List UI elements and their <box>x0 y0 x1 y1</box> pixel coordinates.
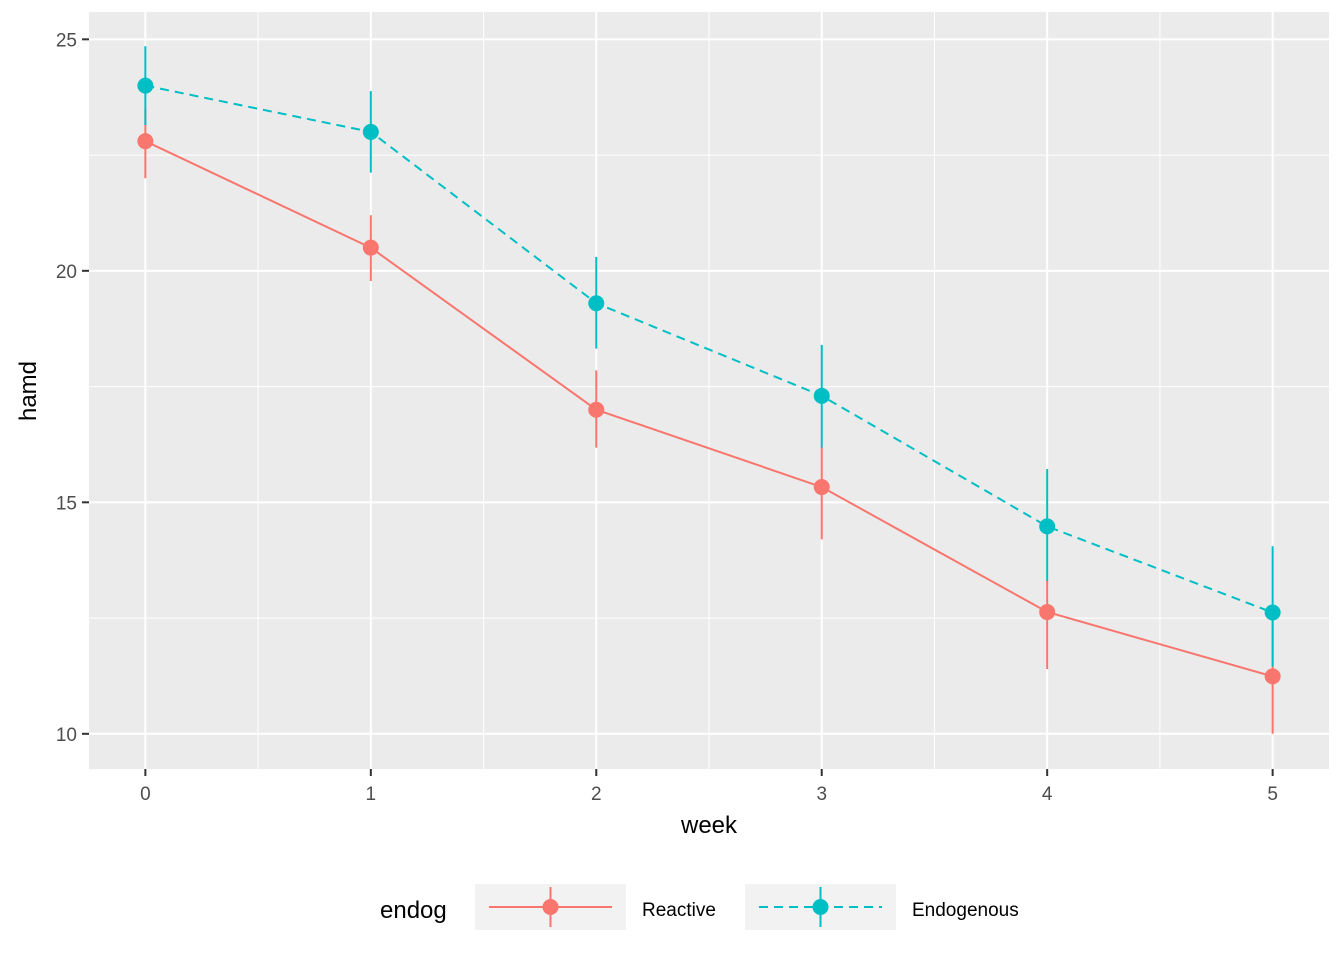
legend-key-point <box>542 899 559 915</box>
y-tick-label: 20 <box>56 262 77 283</box>
data-point-reactive <box>813 479 830 496</box>
data-point-endogenous <box>1039 518 1056 535</box>
x-tick-label: 4 <box>1042 784 1053 805</box>
y-axis-title: hamd <box>15 361 42 421</box>
data-point-reactive <box>362 239 379 256</box>
legend-keys: Reactive Endogenous <box>475 884 1019 930</box>
data-point-endogenous <box>362 123 379 140</box>
data-series <box>137 46 1281 734</box>
data-point-endogenous <box>588 295 605 312</box>
x-tick-label: 5 <box>1267 784 1278 805</box>
legend-item-reactive: Reactive <box>475 884 716 930</box>
x-axis-title: week <box>680 812 738 839</box>
data-point-reactive <box>1264 668 1281 685</box>
legend-label-reactive: Reactive <box>642 900 716 921</box>
legend: endog Reactive Endogenous <box>380 884 1019 930</box>
data-point-endogenous <box>137 77 154 94</box>
y-tick-label: 15 <box>56 493 77 514</box>
series-line-reactive <box>144 140 1273 678</box>
minor-gridlines <box>89 12 1329 769</box>
data-point-reactive <box>588 401 605 418</box>
data-point-endogenous <box>1264 604 1281 621</box>
legend-item-endogenous: Endogenous <box>745 884 1019 930</box>
series-line-endogenous <box>145 84 1273 614</box>
y-tick-label: 25 <box>56 30 77 51</box>
data-point-reactive <box>1039 604 1056 621</box>
y-axis-ticks: 10 15 20 25 <box>56 30 89 746</box>
x-tick-label: 1 <box>366 784 377 805</box>
legend-key-point <box>812 899 829 915</box>
x-tick-label: 2 <box>591 784 602 805</box>
data-point-endogenous <box>813 387 830 404</box>
legend-label-endogenous: Endogenous <box>912 900 1019 921</box>
x-axis-ticks: 0 1 2 3 4 5 <box>140 769 1278 805</box>
x-tick-label: 0 <box>140 784 151 805</box>
series-endogenous <box>137 46 1281 667</box>
x-tick-label: 3 <box>816 784 827 805</box>
data-point-reactive <box>137 133 154 150</box>
legend-title: endog <box>380 897 447 924</box>
y-tick-label: 10 <box>56 725 77 746</box>
